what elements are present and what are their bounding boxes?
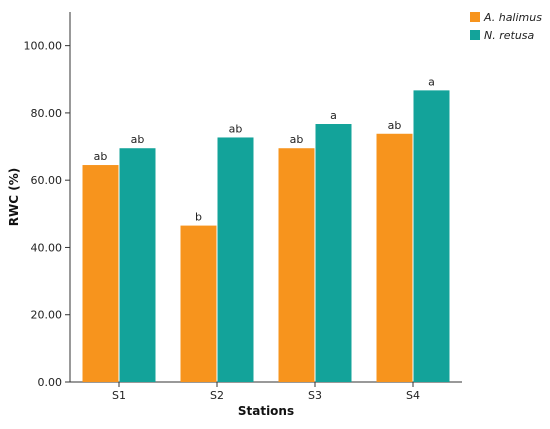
y-tick-label: 40.00 (31, 241, 63, 254)
legend: A. halimus N. retusa (470, 11, 542, 42)
bar (278, 148, 315, 382)
bar-significance-label: a (428, 75, 435, 88)
bar-significance-label: ab (290, 133, 304, 146)
bar-significance-label: a (330, 109, 337, 122)
bar-significance-label: ab (388, 119, 402, 132)
legend-swatch (470, 12, 480, 22)
y-tick-label: 20.00 (31, 309, 63, 322)
bar (413, 90, 450, 382)
bar (376, 133, 413, 382)
y-axis: 0.00 20.00 40.00 60.00 80.00 100.00 (24, 12, 71, 389)
bar (315, 124, 352, 382)
legend-swatch (470, 30, 480, 40)
bar-significance-label: ab (94, 150, 108, 163)
legend-label: A. halimus (483, 11, 542, 24)
bar (82, 165, 119, 382)
bar-significance-label: ab (131, 133, 145, 146)
bar (180, 225, 217, 382)
y-axis-title: RWC (%) (7, 168, 21, 226)
bar (119, 148, 156, 382)
x-tick-label: S4 (406, 389, 420, 402)
legend-label: N. retusa (484, 29, 535, 42)
x-tick-label: S2 (210, 389, 224, 402)
bar-significance-label: ab (229, 122, 243, 135)
y-tick-label: 100.00 (24, 40, 63, 53)
x-tick-label: S3 (308, 389, 322, 402)
x-tick-label: S1 (112, 389, 126, 402)
y-tick-label: 0.00 (38, 376, 63, 389)
y-tick-label: 80.00 (31, 107, 63, 120)
bars-group: ab ab b ab ab a ab a (82, 75, 450, 382)
x-axis: S1 S2 S3 S4 (70, 381, 462, 402)
y-tick-label: 60.00 (31, 174, 63, 187)
bar-significance-label: b (195, 211, 202, 224)
bar (217, 137, 254, 382)
x-axis-title: Stations (238, 404, 294, 418)
